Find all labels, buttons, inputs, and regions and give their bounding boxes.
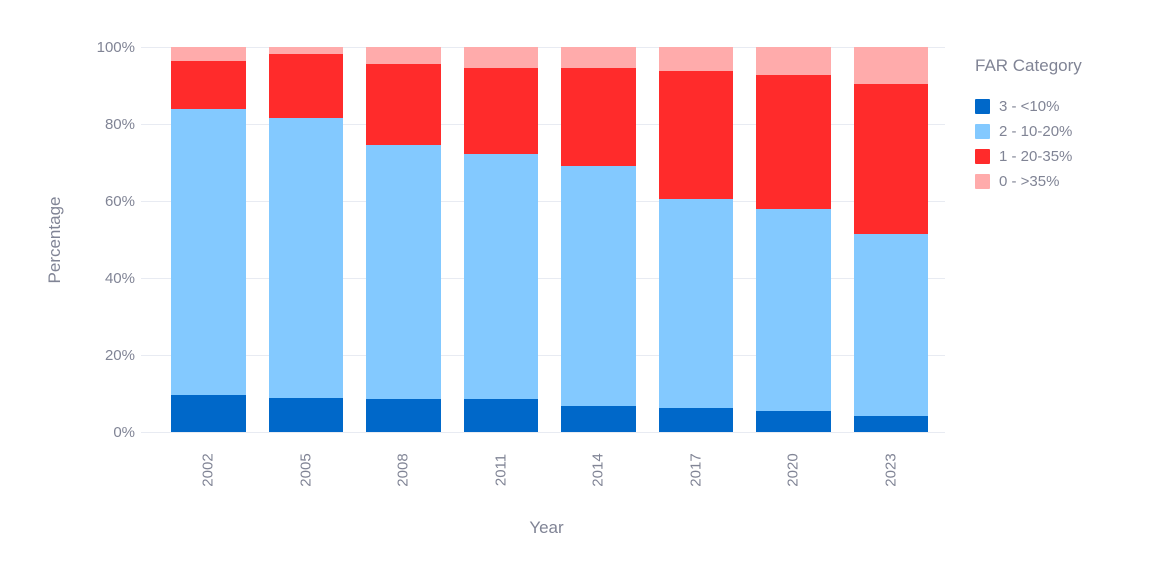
bar-segment[interactable] bbox=[171, 47, 246, 62]
bar-segment[interactable] bbox=[171, 394, 246, 432]
bar-segment[interactable] bbox=[853, 415, 928, 432]
bar-segment[interactable] bbox=[853, 83, 928, 235]
x-tick-label: 2020 bbox=[784, 453, 802, 487]
bar-segment[interactable] bbox=[756, 47, 831, 75]
y-tick-label: 0% bbox=[113, 423, 135, 441]
gridline bbox=[148, 354, 945, 356]
gridline bbox=[148, 277, 945, 279]
y-tick bbox=[141, 432, 148, 433]
bar-segment[interactable] bbox=[853, 47, 928, 84]
bar-2017[interactable] bbox=[658, 47, 733, 432]
x-tick-label: 2014 bbox=[589, 453, 607, 487]
bar-2005[interactable] bbox=[268, 47, 343, 432]
bar-segment[interactable] bbox=[756, 410, 831, 432]
y-tick bbox=[141, 201, 148, 202]
bar-2014[interactable] bbox=[561, 47, 636, 432]
bar-segment[interactable] bbox=[366, 399, 441, 432]
y-tick bbox=[141, 355, 148, 356]
legend-item[interactable]: 0 - >35% bbox=[975, 169, 1082, 194]
bar-segment[interactable] bbox=[268, 47, 343, 55]
legend: FAR Category 3 - <10% 2 - 10-20% 1 - 20-35… bbox=[975, 55, 1082, 194]
bar-2002[interactable] bbox=[171, 47, 246, 432]
bar-segment[interactable] bbox=[561, 165, 636, 406]
x-tick-label: 2023 bbox=[882, 453, 900, 487]
legend-item[interactable]: 2 - 10-20% bbox=[975, 119, 1082, 144]
bar-segment[interactable] bbox=[463, 67, 538, 155]
x-axis-title: Year bbox=[529, 518, 564, 537]
bar-segment[interactable] bbox=[268, 397, 343, 432]
legend-title: FAR Category bbox=[975, 56, 1082, 75]
legend-item[interactable]: 3 - <10% bbox=[975, 94, 1082, 119]
x-tick-label: 2005 bbox=[297, 453, 315, 487]
y-tick-label: 80% bbox=[104, 115, 135, 133]
bar-segment[interactable] bbox=[366, 47, 441, 64]
legend-item[interactable]: 1 - 20-35% bbox=[975, 144, 1082, 169]
x-tick-label: 2011 bbox=[492, 453, 510, 487]
y-tick-label: 100% bbox=[96, 38, 135, 56]
legend-swatch bbox=[975, 124, 990, 139]
bar-segment[interactable] bbox=[658, 198, 733, 408]
x-tick-label: 2008 bbox=[394, 453, 412, 487]
y-tick-label: 40% bbox=[104, 269, 135, 287]
bar-segment[interactable] bbox=[171, 61, 246, 109]
legend-label: 3 - <10% bbox=[999, 98, 1060, 115]
bar-segment[interactable] bbox=[853, 234, 928, 416]
x-tick-label: 2017 bbox=[687, 453, 705, 487]
x-tick-label: 2002 bbox=[199, 453, 217, 487]
legend-label: 1 - 20-35% bbox=[999, 148, 1073, 165]
legend-swatch bbox=[975, 149, 990, 164]
gridline bbox=[148, 46, 945, 48]
bar-segment[interactable] bbox=[268, 54, 343, 118]
bar-segment[interactable] bbox=[658, 407, 733, 432]
bar-segment[interactable] bbox=[463, 47, 538, 68]
bar-segment[interactable] bbox=[658, 47, 733, 72]
bar-segment[interactable] bbox=[268, 117, 343, 398]
bar-segment[interactable] bbox=[366, 63, 441, 145]
bar-segment[interactable] bbox=[561, 405, 636, 432]
gridline bbox=[148, 200, 945, 202]
gridline bbox=[148, 123, 945, 125]
plot-area bbox=[148, 46, 945, 433]
legend-swatch bbox=[975, 174, 990, 189]
y-tick-label: 20% bbox=[104, 346, 135, 364]
bar-segment[interactable] bbox=[658, 71, 733, 199]
y-tick bbox=[141, 124, 148, 125]
legend-label: 2 - 10-20% bbox=[999, 123, 1073, 140]
bar-segment[interactable] bbox=[463, 398, 538, 432]
y-tick bbox=[141, 278, 148, 279]
legend-swatch bbox=[975, 99, 990, 114]
bar-segment[interactable] bbox=[366, 144, 441, 400]
bar-segment[interactable] bbox=[171, 109, 246, 395]
bar-2008[interactable] bbox=[366, 47, 441, 432]
gridline bbox=[148, 431, 945, 433]
bar-segment[interactable] bbox=[756, 74, 831, 210]
bar-2020[interactable] bbox=[756, 47, 831, 432]
bar-segment[interactable] bbox=[561, 67, 636, 166]
bar-2011[interactable] bbox=[463, 47, 538, 432]
legend-items: 3 - <10% 2 - 10-20% 1 - 20-35% 0 - >35% bbox=[975, 94, 1082, 194]
bar-segment[interactable] bbox=[463, 154, 538, 399]
bar-2023[interactable] bbox=[853, 47, 928, 432]
legend-label: 0 - >35% bbox=[999, 173, 1060, 190]
y-tick-label: 60% bbox=[104, 192, 135, 210]
bar-segment[interactable] bbox=[756, 209, 831, 411]
bar-segment[interactable] bbox=[561, 47, 636, 68]
y-tick bbox=[141, 47, 148, 48]
